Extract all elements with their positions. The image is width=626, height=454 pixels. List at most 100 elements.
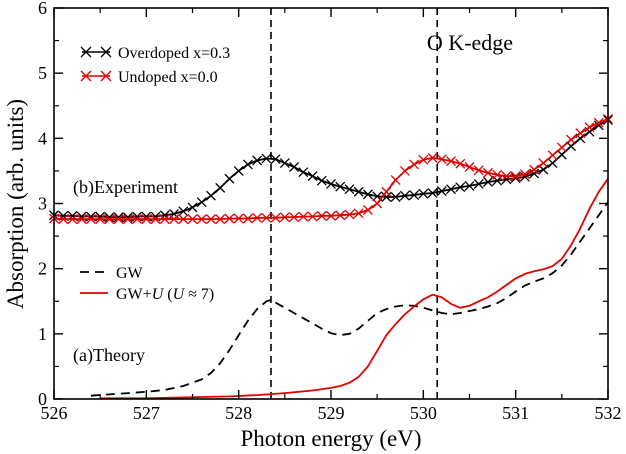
- series-undoped-point: [510, 171, 521, 182]
- series-undoped-point: [122, 214, 133, 225]
- series-undoped-point: [519, 169, 530, 180]
- series-undoped-point: [270, 212, 281, 223]
- series-undoped-point: [344, 209, 355, 220]
- legend-undoped-swatch: [80, 70, 112, 82]
- series-overdoped-point: [307, 171, 318, 182]
- series-gwu-line: [100, 178, 609, 400]
- series-undoped-point: [353, 208, 364, 219]
- series-overdoped-point: [178, 206, 189, 217]
- series-overdoped: [49, 115, 613, 223]
- series-overdoped-point: [418, 188, 429, 199]
- series-undoped: [49, 113, 613, 225]
- series-undoped-point: [390, 175, 401, 185]
- y-tick-label: 6: [38, 0, 47, 18]
- series-undoped-point: [326, 210, 336, 221]
- series-gwu: [100, 178, 609, 400]
- series-overdoped-point: [206, 190, 216, 201]
- series-undoped-point: [335, 210, 346, 221]
- series-undoped-point: [584, 122, 595, 133]
- x-tick-label: 531: [502, 403, 529, 423]
- series-overdoped-point: [298, 167, 309, 178]
- series-overdoped-point: [335, 181, 346, 192]
- series-undoped-point: [409, 159, 420, 170]
- series-overdoped-point: [326, 178, 336, 189]
- series-undoped-point: [529, 164, 540, 175]
- x-tick-label: 529: [318, 403, 345, 423]
- series-undoped-point: [85, 214, 96, 225]
- series-overdoped-point: [464, 180, 475, 191]
- series-undoped-point: [104, 214, 115, 225]
- series-undoped-point: [215, 214, 226, 225]
- legend-overdoped-swatch: [80, 46, 112, 58]
- series-undoped-point: [593, 117, 604, 128]
- series-undoped-point: [261, 212, 272, 223]
- series-undoped-line: [53, 117, 609, 221]
- series-undoped-point: [427, 152, 438, 163]
- y-axis-label: Absorption (arb. units): [3, 99, 28, 309]
- series-overdoped-point: [427, 188, 438, 199]
- series-undoped-point: [483, 167, 493, 178]
- series-undoped-point: [381, 186, 392, 197]
- series-overdoped-point: [353, 186, 364, 197]
- y-axis: 0 1 2 3 4 5 6: [38, 0, 608, 409]
- legend-experiment: Overdoped x=0.3 Undoped x=0.0: [80, 45, 230, 86]
- series-undoped-point: [473, 165, 484, 176]
- series-overdoped-point: [473, 178, 484, 189]
- series-gw-line: [90, 201, 609, 397]
- series-overdoped-point: [556, 149, 567, 160]
- series-undoped-point: [113, 214, 124, 225]
- series-undoped-point: [418, 154, 429, 165]
- plot-area: [49, 8, 613, 400]
- series-undoped-point: [492, 169, 503, 180]
- series-overdoped-point: [362, 189, 373, 200]
- plot-frame: [53, 7, 609, 400]
- y-tick-label: 5: [38, 63, 47, 83]
- series-undoped-point: [224, 213, 235, 224]
- y-tick-label: 1: [38, 324, 47, 344]
- y-tick-label: 2: [38, 259, 47, 279]
- series-overdoped-point: [399, 190, 410, 201]
- x-tick-label: 526: [41, 403, 68, 423]
- series-undoped-point: [298, 211, 309, 222]
- x-tick-label: 532: [595, 403, 622, 423]
- series-overdoped-point: [316, 175, 327, 186]
- series-undoped-point: [196, 214, 207, 225]
- series-undoped-point: [289, 212, 300, 223]
- series-undoped-point: [178, 214, 189, 225]
- series-undoped-point: [76, 214, 87, 225]
- series-undoped-point: [169, 214, 179, 225]
- series-overdoped-point: [519, 171, 530, 182]
- series-overdoped-point: [104, 212, 115, 223]
- series-overdoped-point: [409, 190, 420, 200]
- legend-gwu-label: GW+U (U ≈ 7): [116, 286, 214, 303]
- series-overdoped-point: [436, 186, 447, 197]
- series-undoped-point: [150, 214, 161, 225]
- series-gw: [90, 201, 609, 397]
- series-overdoped-point: [242, 159, 253, 170]
- series-undoped-point: [372, 198, 383, 209]
- x-tick-label: 530: [410, 403, 437, 423]
- series-undoped-point: [446, 156, 456, 167]
- series-undoped-point: [206, 214, 216, 225]
- series-undoped-point: [455, 158, 466, 169]
- series-undoped-point: [575, 128, 586, 139]
- series-overdoped-point: [279, 158, 290, 169]
- series-undoped-point: [566, 134, 577, 145]
- series-overdoped-line: [53, 119, 609, 219]
- series-overdoped-point: [289, 162, 300, 172]
- edge-label: O K-edge: [427, 30, 513, 55]
- series-overdoped-point: [390, 192, 401, 202]
- y-tick-label: 4: [38, 128, 47, 148]
- series-overdoped-point: [233, 165, 244, 176]
- series-undoped-point: [95, 214, 106, 225]
- series-undoped-point: [362, 205, 373, 215]
- series-undoped-point: [436, 154, 447, 165]
- legend-undoped-label: Undoped x=0.0: [118, 69, 218, 86]
- panel-a-label: (a)Theory: [73, 345, 145, 366]
- series-overdoped-point: [122, 212, 133, 223]
- series-undoped-point: [501, 171, 512, 182]
- series-overdoped-point: [446, 184, 456, 195]
- x-tick-label: 528: [225, 403, 252, 423]
- series-overdoped-point: [547, 158, 558, 169]
